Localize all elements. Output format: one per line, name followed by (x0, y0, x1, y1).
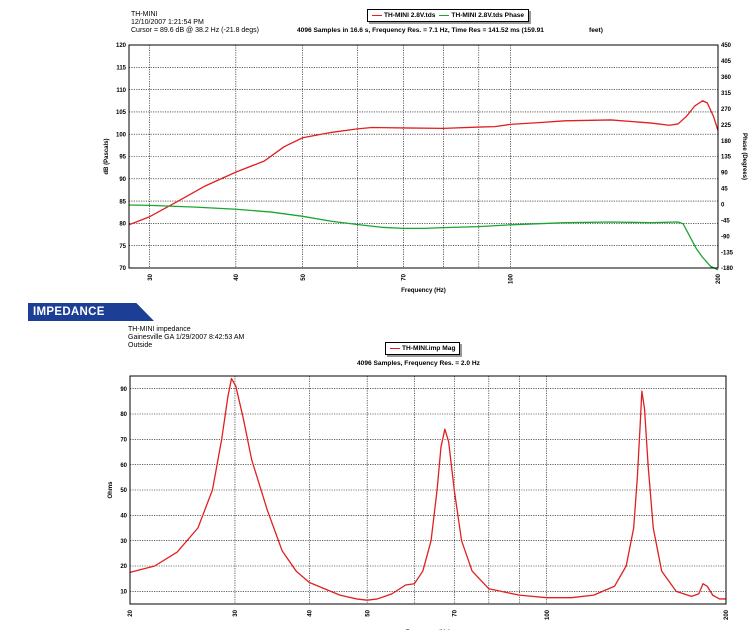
top-info-line-2: 12/10/2007 1:21:54 PM (131, 19, 204, 26)
legend-item-phase: TH-MINI 2.8V.tds Phase (439, 12, 524, 19)
x-tick-label: 20 (128, 609, 134, 616)
y2-tick-label: 0 (721, 202, 725, 208)
bottom-info-line-3: Outside (128, 342, 153, 349)
y2-tick-label: 405 (721, 59, 732, 65)
x-tick-label: 30 (148, 273, 154, 280)
series-line-1 (129, 377, 726, 601)
y2-tick-label: 90 (721, 171, 728, 177)
x-tick-label: 50 (365, 609, 371, 616)
top-stats-text-end: feet) (589, 27, 603, 34)
y2-tick-label: 45 (721, 187, 728, 193)
top-info-line-3: Cursor = 89.6 dB @ 38.2 Hz (-21.8 degs) (131, 27, 259, 34)
y-tick-label: 20 (120, 564, 127, 570)
y2-axis-label: Phase (Degrees) (741, 133, 747, 180)
y2-tick-label: 225 (721, 123, 732, 129)
top-info-line-1: TH-MINI (131, 11, 158, 18)
y-tick-label: 40 (120, 514, 127, 520)
x-tick-label: 100 (509, 273, 515, 284)
x-tick-label: 200 (724, 609, 730, 620)
bottom-info-line-1: TH-MINI impedance (128, 326, 191, 333)
y-tick-label: 30 (120, 539, 127, 545)
legend-swatch-phase (439, 14, 450, 17)
y-tick-label: 70 (119, 266, 126, 272)
y-tick-label: 70 (120, 438, 127, 444)
y-tick-label: 110 (116, 88, 126, 94)
legend-label-phase: TH-MINI 2.8V.tds Phase (451, 12, 525, 19)
y2-tick-label: -90 (721, 234, 730, 240)
y2-tick-label: 270 (721, 107, 732, 113)
x-tick-label: 200 (716, 273, 722, 284)
impedance-banner-label: IMPEDANCE (33, 306, 105, 318)
y-tick-label: 85 (119, 199, 126, 205)
x-tick-label: 70 (452, 609, 458, 616)
y-tick-label: 75 (119, 244, 126, 250)
y-tick-label: 105 (116, 110, 127, 116)
y-tick-label: 90 (120, 387, 127, 393)
y-tick-label: 60 (120, 463, 127, 469)
y-tick-label: 95 (119, 155, 126, 161)
y-tick-label: 80 (120, 412, 127, 418)
bottom-chart-legend: TH-MINI.imp Mag (385, 342, 461, 355)
y2-tick-label: -45 (721, 218, 730, 224)
y-tick-label: 50 (120, 488, 127, 494)
x-tick-label: 30 (233, 609, 239, 616)
impedance-chart: 1020304050607080902030405070100200OhmsFr… (108, 375, 730, 630)
y2-tick-label: 450 (721, 43, 732, 49)
x-tick-label: 40 (234, 273, 240, 280)
series-line-2 (128, 204, 719, 271)
y-tick-label: 115 (116, 66, 126, 72)
y-tick-label: 80 (119, 222, 126, 228)
y2-tick-label: 180 (721, 139, 732, 145)
impedance-banner: IMPEDANCE (28, 303, 154, 321)
y-tick-label: 10 (120, 590, 127, 596)
legend-swatch-impedance (390, 347, 400, 350)
x-tick-label: 50 (301, 273, 307, 280)
series-line-1 (128, 100, 719, 226)
y2-tick-label: 135 (721, 155, 732, 161)
y2-tick-label: -180 (721, 266, 734, 272)
x-tick-label: 100 (545, 609, 551, 620)
bottom-info-line-2: Gainesville GA 1/29/2007 8:42:53 AM (128, 334, 245, 341)
bottom-stats-text: 4096 Samples, Frequency Res. = 2.0 Hz (357, 360, 480, 367)
y-tick-label: 100 (116, 132, 127, 138)
plot-area (129, 45, 718, 268)
frequency-response-chart: 70 75 80 85 90 95 100 105 110 115 120 -180 -135 -90 -4… (104, 43, 747, 294)
y-axis-label: dB (Pascals) (104, 138, 110, 174)
legend-item-spl: TH-MINI 2.8V.tds (372, 12, 435, 19)
y-tick-label: 120 (116, 43, 127, 49)
y2-tick-label: 360 (721, 75, 732, 81)
plot-frame (129, 375, 727, 605)
top-stats-text: 4096 Samples in 16.6 s, Frequency Res. =… (297, 27, 544, 34)
top-chart-legend: TH-MINI 2.8V.tds TH-MINI 2.8V.tds Phase (367, 9, 530, 22)
y-tick-label: 90 (119, 177, 126, 183)
legend-swatch-spl (372, 14, 382, 17)
x-axis-label: Frequency (Hz) (401, 287, 446, 294)
y2-tick-label: 315 (721, 91, 732, 97)
legend-label-impedance: TH-MINI.imp Mag (402, 345, 456, 352)
y2-tick-label: -135 (721, 250, 734, 256)
x-tick-label: 40 (308, 609, 314, 616)
plot-frame (128, 44, 719, 269)
legend-item-impedance: TH-MINI.imp Mag (390, 345, 455, 352)
y-axis-label: Ohms (108, 481, 114, 499)
x-tick-label: 70 (402, 273, 408, 280)
legend-label-spl: TH-MINI 2.8V.tds (384, 12, 436, 19)
